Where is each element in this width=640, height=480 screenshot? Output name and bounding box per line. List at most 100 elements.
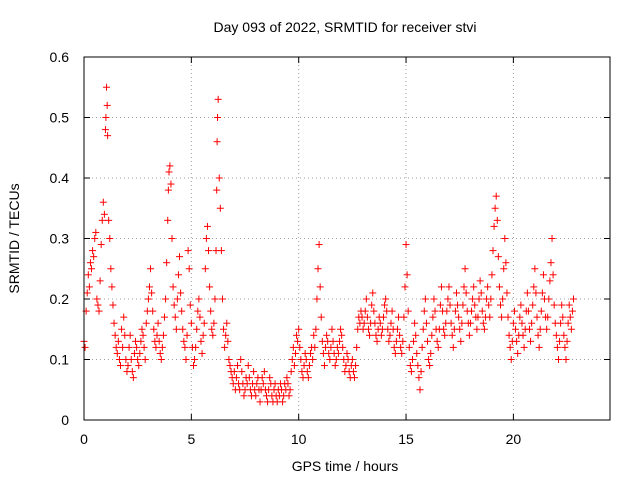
- data-point: [220, 325, 228, 333]
- data-point: [285, 392, 293, 400]
- data-point: [92, 228, 100, 236]
- data-point: [168, 235, 176, 242]
- data-point: [317, 313, 325, 321]
- y-tick-labels: 0 0.1 0.2 0.3 0.4 0.5 0.6: [50, 49, 70, 428]
- data-point: [141, 356, 149, 363]
- data-point: [307, 349, 315, 357]
- data-point: [471, 301, 479, 309]
- data-point: [475, 295, 483, 303]
- data-point: [339, 343, 347, 351]
- y-tick-label: 0.6: [50, 49, 70, 65]
- data-point: [107, 265, 115, 273]
- data-point: [213, 186, 221, 194]
- data-point: [362, 295, 370, 303]
- data-point: [451, 307, 459, 315]
- data-point: [125, 343, 133, 351]
- data-point: [443, 307, 451, 315]
- data-point: [381, 301, 389, 309]
- data-point: [289, 343, 297, 351]
- data-point: [459, 301, 467, 309]
- data-point: [391, 349, 399, 357]
- data-point: [311, 343, 319, 351]
- data-point: [223, 319, 231, 327]
- data-point: [434, 343, 442, 351]
- data-point: [517, 301, 525, 309]
- data-point: [533, 313, 541, 321]
- data-point: [502, 259, 510, 267]
- data-point: [494, 253, 502, 261]
- data-point: [81, 343, 89, 351]
- data-point: [152, 343, 160, 351]
- data-point: [421, 295, 429, 303]
- data-point: [457, 337, 465, 345]
- data-point: [401, 283, 409, 291]
- data-point: [352, 362, 360, 370]
- data-point: [524, 307, 532, 315]
- data-point: [536, 325, 544, 333]
- data-point: [83, 289, 91, 297]
- data-point: [478, 307, 486, 315]
- data-point: [456, 325, 464, 333]
- data-point: [565, 301, 573, 309]
- data-point: [224, 337, 232, 345]
- data-point: [505, 331, 513, 339]
- data-point: [315, 241, 323, 249]
- data-point: [203, 222, 211, 230]
- data-point: [408, 356, 416, 363]
- x-tick-label: 10: [291, 431, 307, 447]
- data-point: [176, 253, 184, 261]
- data-point: [489, 247, 497, 255]
- data-point: [373, 337, 381, 345]
- data-point: [455, 313, 463, 321]
- data-point: [194, 307, 202, 315]
- data-point: [147, 265, 155, 273]
- data-point: [286, 386, 294, 394]
- data-point: [240, 392, 248, 400]
- data-point: [553, 343, 561, 351]
- data-point: [97, 241, 105, 249]
- data-point: [201, 265, 209, 273]
- data-point: [226, 362, 234, 370]
- data-point: [142, 319, 150, 327]
- x-tick-label: 15: [398, 431, 414, 447]
- data-point: [520, 343, 528, 351]
- data-point: [385, 337, 393, 345]
- data-point: [414, 362, 422, 370]
- data-point: [406, 362, 414, 370]
- data-point: [184, 247, 192, 255]
- data-point: [534, 331, 542, 339]
- data-point: [250, 368, 258, 376]
- data-point: [470, 283, 478, 291]
- data-point: [171, 313, 179, 321]
- data-point: [567, 325, 575, 333]
- data-point: [474, 313, 482, 321]
- data-point: [397, 343, 405, 351]
- data-point: [136, 349, 144, 357]
- data-point: [549, 271, 557, 279]
- data-point: [291, 349, 299, 357]
- data-point: [259, 380, 267, 388]
- data-point: [104, 132, 112, 140]
- data-point: [538, 289, 546, 297]
- data-point: [165, 168, 173, 176]
- data-point: [428, 331, 436, 339]
- data-point: [510, 307, 518, 315]
- data-point: [293, 331, 301, 339]
- data-point: [447, 319, 455, 327]
- data-point: [166, 162, 174, 170]
- y-tick-label: 0.2: [50, 291, 70, 307]
- data-point: [258, 374, 266, 382]
- y-axis-label: SRMTID / TECUs: [6, 183, 22, 293]
- data-point: [216, 204, 224, 212]
- data-point: [479, 319, 487, 327]
- data-point: [392, 337, 400, 345]
- data-point: [550, 301, 558, 309]
- data-point: [114, 337, 122, 345]
- data-point: [173, 295, 181, 303]
- data-point: [129, 374, 137, 382]
- data-point: [124, 362, 132, 370]
- data-point: [138, 325, 146, 333]
- data-point: [379, 313, 387, 321]
- x-tick-labels: 0 5 10 15 20: [80, 431, 521, 447]
- data-point: [563, 337, 571, 345]
